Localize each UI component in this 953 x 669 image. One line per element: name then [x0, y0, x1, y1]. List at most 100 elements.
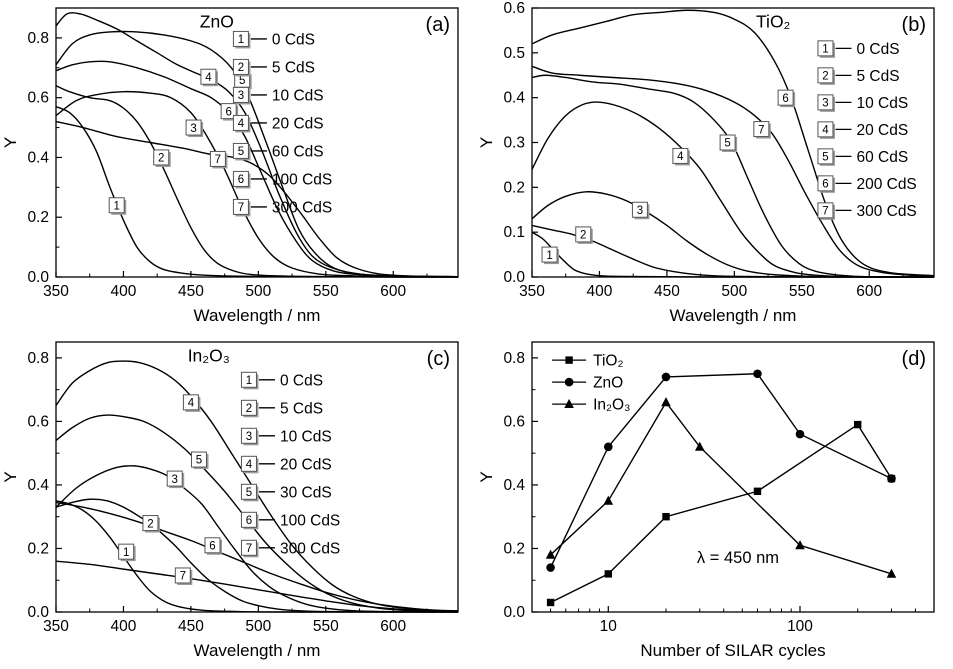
- legend-label: 10 CdS: [272, 87, 324, 104]
- curve-key-box: [118, 543, 135, 560]
- y-tick-label: 0.0: [503, 604, 525, 621]
- curve-7: [55, 120, 459, 278]
- legend-label: 100 CdS: [272, 171, 332, 188]
- legend-label: 5 CdS: [856, 68, 899, 85]
- curve-key-box: [232, 142, 249, 159]
- y-tick-label: 0.4: [27, 149, 49, 166]
- curve-key-box: [142, 515, 159, 532]
- panel-title: ZnO: [200, 11, 234, 31]
- curve-key-box: [240, 455, 257, 472]
- curve-6: [55, 60, 459, 278]
- legend-label: 30 CdS: [280, 484, 332, 501]
- curve-key-number: 3: [190, 123, 196, 135]
- legend-marker-square: [565, 356, 573, 364]
- curve-2: [55, 85, 458, 278]
- x-axis-title: Wavelength / nm: [670, 306, 797, 325]
- curve-key-number: 4: [677, 151, 684, 163]
- curve-key-number: 7: [822, 206, 828, 218]
- curve-In₂O₃: [550, 401, 892, 575]
- y-tick-label: 0.4: [503, 90, 525, 107]
- curve-key-box: [232, 114, 249, 131]
- curve-key-number: 6: [822, 179, 828, 191]
- marker-triangle: [886, 568, 897, 578]
- curve-key-box: [817, 67, 834, 84]
- curve-6: [55, 501, 459, 612]
- panel-d-chart: 10 100 0.0 0.2 0.4 0.6 0.8 Number of SILAR cycl…: [477, 341, 935, 660]
- legend-label: TiO₂: [593, 353, 623, 370]
- y-tick-label: 0.6: [503, 413, 525, 430]
- curve-key-box: [817, 94, 834, 111]
- curve-key-box: [108, 197, 125, 214]
- legend-label: 60 CdS: [856, 149, 908, 166]
- curve-key-number: 1: [246, 375, 252, 387]
- legend-marker-circle: [564, 377, 574, 387]
- legend-label: 60 CdS: [272, 143, 324, 160]
- x-tick-label: 450: [178, 283, 204, 300]
- x-axis-title: Wavelength / nm: [194, 306, 321, 325]
- marker-triangle: [795, 540, 805, 550]
- curve-key-number: 5: [196, 455, 202, 467]
- marker-square: [753, 487, 762, 495]
- legend-label: 300 CdS: [856, 203, 916, 220]
- y-tick-label: 0.2: [503, 540, 525, 557]
- panel-letter: (b): [902, 14, 926, 36]
- panel-letter: (d): [902, 348, 926, 370]
- y-tick-label: 0.8: [27, 350, 49, 367]
- curve-key-number: 1: [123, 547, 129, 559]
- y-tick-label: 0.2: [27, 209, 49, 226]
- legend-label: In₂O₃: [593, 397, 630, 414]
- marker-circle: [753, 369, 762, 379]
- x-tick-label: 500: [245, 618, 271, 635]
- x-tick-label: 400: [111, 618, 137, 635]
- legend-label: ZnO: [593, 375, 623, 392]
- curve-key-box: [817, 148, 834, 165]
- curve-TiO₂: [550, 423, 893, 604]
- curve-key-number: 5: [238, 146, 244, 158]
- panel-b: 350 400 450 500 550 600 0.0 0.1 0.2 0.3 0.4 0.5 0.6 W…: [476, 0, 953, 334]
- y-tick-label: 0.4: [503, 477, 525, 494]
- curve-key-box: [777, 89, 794, 106]
- curve-key-box: [240, 399, 257, 416]
- curve-key-number: 1: [114, 200, 120, 212]
- curve-key-number: 5: [724, 138, 730, 150]
- plot-frame: [531, 341, 935, 613]
- curve-key-number: 6: [238, 174, 244, 186]
- curve-4: [531, 101, 934, 278]
- y-tick-label: 0.0: [27, 269, 49, 286]
- x-tick-label: 600: [380, 618, 406, 635]
- y-tick-label: 0.2: [27, 540, 49, 557]
- curve-3: [55, 90, 459, 278]
- legend-label: 200 CdS: [856, 176, 916, 193]
- curve-key-box: [817, 121, 834, 138]
- curve-key-box: [575, 226, 592, 243]
- legend-label: 10 CdS: [856, 95, 908, 112]
- curve-key-number: 3: [822, 98, 828, 110]
- curve-key-box: [240, 511, 257, 528]
- curve-key-box: [719, 134, 736, 151]
- x-tick-label: 550: [313, 618, 339, 635]
- curve-key-box: [240, 427, 257, 444]
- x-tick-label: 400: [587, 283, 613, 300]
- curve-key-box: [182, 394, 199, 411]
- curve-key-number: 4: [238, 118, 245, 130]
- x-tick-label: 500: [245, 283, 271, 300]
- marker-square: [546, 598, 555, 607]
- curve-key-number: 6: [209, 540, 215, 552]
- curve-key-box: [232, 198, 249, 215]
- curve-key-number: 5: [239, 75, 245, 87]
- curve-1: [55, 105, 458, 278]
- panel-title: TiO₂: [756, 11, 790, 31]
- curve-key-box: [240, 539, 257, 556]
- x-tick-label: 400: [111, 283, 137, 300]
- x-tick-label: 350: [43, 283, 69, 300]
- y-tick-label: 0.4: [27, 477, 49, 494]
- marker-triangle: [603, 495, 614, 505]
- curve-key-number: 6: [782, 93, 788, 105]
- y-tick-label: 0.2: [503, 179, 525, 196]
- curve-key-number: 7: [758, 124, 764, 136]
- curve-key-number: 7: [180, 571, 186, 583]
- panel-b-chart: 350 400 450 500 550 600 0.0 0.1 0.2 0.3 0.4 0.5 0.6 W…: [477, 0, 935, 325]
- y-tick-label: 0.8: [503, 350, 525, 367]
- curve-key-number: 2: [246, 403, 252, 415]
- marker-square: [662, 513, 670, 521]
